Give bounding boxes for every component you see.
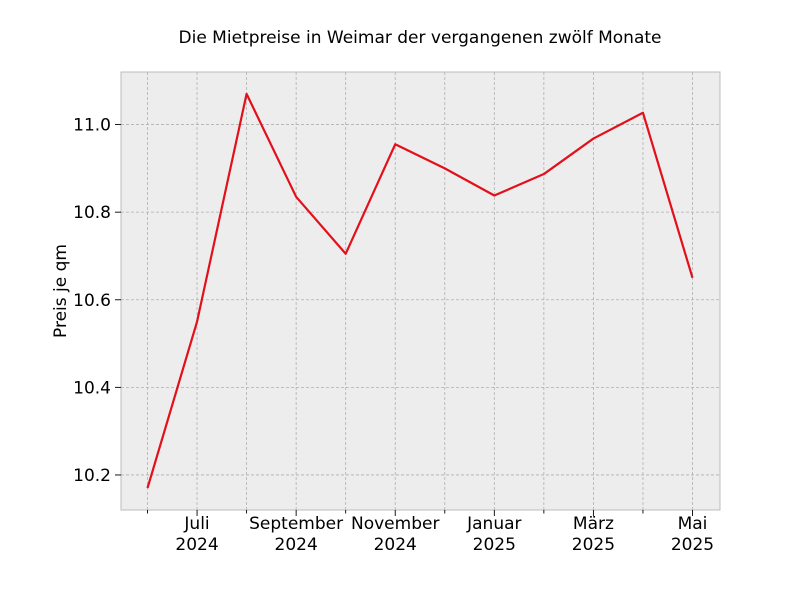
y-tick-label: 11.0 <box>73 116 111 136</box>
x-tick-label: Januar <box>466 514 521 534</box>
y-tick-label: 10.6 <box>73 291 111 311</box>
x-tick-label: Juli <box>183 514 209 534</box>
x-tick-label: 2024 <box>175 535 218 555</box>
plot-area <box>120 71 721 511</box>
x-tick-label: 2025 <box>671 535 714 555</box>
y-axis-label: Preis je qm <box>51 244 71 338</box>
grid <box>121 72 720 510</box>
y-tick-label: 10.8 <box>73 203 111 223</box>
x-tick-label: September <box>249 514 343 534</box>
x-tick-label: März <box>573 514 614 534</box>
y-tick-label: 10.2 <box>73 466 111 486</box>
chart-title: Die Mietpreise in Weimar der vergangenen… <box>179 28 662 48</box>
x-tick-label: 2025 <box>473 535 516 555</box>
y-axis-ticks: 10.2 10.4 10.6 10.8 11.0 <box>73 116 121 486</box>
y-tick-label: 10.4 <box>73 378 111 398</box>
x-tick-label: 2024 <box>374 535 417 555</box>
x-tick-label: 2025 <box>572 535 615 555</box>
x-tick-label: Mai <box>678 514 708 534</box>
x-tick-label: 2024 <box>275 535 318 555</box>
x-tick-label: November <box>351 514 439 534</box>
series-layer <box>146 92 694 489</box>
x-axis-ticks: Juli2024September2024November2024Januar2… <box>147 510 714 555</box>
series-line <box>146 92 694 489</box>
